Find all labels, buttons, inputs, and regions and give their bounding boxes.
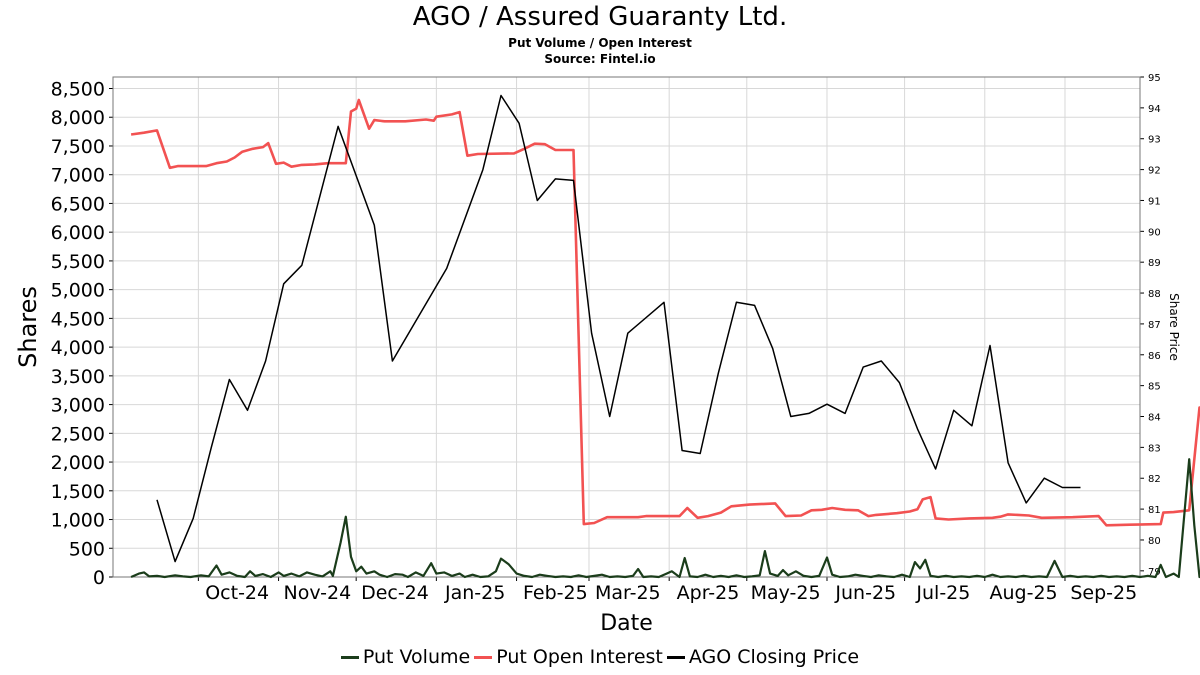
y2-tick-label: 85: [1148, 382, 1161, 393]
x-tick-label: Oct-24: [205, 582, 269, 604]
x-tick-label: Jan-25: [444, 582, 505, 604]
y2-tick-label: 91: [1148, 196, 1161, 207]
legend-item-put-volume[interactable]: Put Volume: [340, 646, 471, 668]
y2-tick-label: 81: [1148, 505, 1161, 516]
y-tick-label: 0: [93, 567, 105, 589]
y2-tick-label: 80: [1148, 536, 1161, 547]
y-tick-label: 7,000: [51, 165, 105, 187]
series-put-volume: [130, 458, 1200, 579]
y-axis-label: Shares: [14, 286, 42, 368]
y-tick-label: 3,500: [51, 366, 105, 388]
legend-item-put-open-interest[interactable]: Put Open Interest: [474, 646, 663, 668]
x-tick-label: Feb-25: [523, 582, 588, 604]
y-tick-label: 6,000: [51, 222, 105, 244]
series-closing-price: [156, 94, 1081, 563]
y2-tick-label: 93: [1148, 135, 1161, 146]
legend-label-put-open-interest: Put Open Interest: [496, 646, 663, 668]
x-tick-label: Sep-25: [1070, 582, 1137, 604]
y2-tick-label: 84: [1148, 413, 1161, 424]
y-tick-label: 1,000: [51, 510, 105, 532]
y2-tick-label: 86: [1148, 351, 1161, 362]
x-tick-label: Jul-25: [915, 582, 970, 604]
chart-title: AGO / Assured Guaranty Ltd.: [412, 2, 788, 32]
chart-legend: Put Volume Put Open Interest AGO Closing…: [0, 646, 1200, 668]
y2-tick-label: 90: [1148, 227, 1161, 238]
legend-item-closing-price[interactable]: AGO Closing Price: [666, 646, 860, 668]
y-tick-label: 500: [69, 538, 105, 560]
y-tick-label: 3,000: [51, 395, 105, 417]
legend-swatch-put-volume: [340, 655, 359, 659]
y-tick-label: 7,500: [51, 136, 105, 158]
chart-source: Source: Fintel.io: [544, 52, 656, 66]
y2-tick-label: 87: [1148, 320, 1161, 331]
y2-tick-label: 79: [1148, 567, 1161, 578]
chart-subtitle: Put Volume / Open Interest: [508, 36, 692, 50]
x-tick-label: Mar-25: [595, 582, 661, 604]
y-tick-label: 8,500: [51, 78, 105, 100]
y-tick-label: 5,000: [51, 280, 105, 302]
y-tick-label: 6,500: [51, 193, 105, 215]
y2-tick-label: 82: [1148, 474, 1161, 485]
y-tick-label: 4,000: [51, 337, 105, 359]
y-tick-label: 4,500: [51, 308, 105, 330]
y-tick-label: 2,500: [51, 423, 105, 445]
legend-swatch-closing-price: [666, 655, 685, 659]
legend-swatch-put-open-interest: [474, 655, 493, 659]
x-tick-label: Aug-25: [990, 582, 1058, 604]
legend-label-closing-price: AGO Closing Price: [688, 646, 860, 668]
x-axis-label: Date: [600, 611, 653, 636]
y2-axis-label: Share Price: [1167, 293, 1181, 361]
x-tick-label: Jun-25: [834, 582, 896, 604]
y-tick-label: 2,000: [51, 452, 105, 474]
legend-label-put-volume: Put Volume: [362, 646, 471, 668]
series-put-open-interest: [130, 98, 1200, 527]
y2-tick-label: 89: [1148, 258, 1161, 269]
y-tick-label: 1,500: [51, 481, 105, 503]
x-tick-label: Nov-24: [284, 582, 352, 604]
y2-tick-label: 88: [1148, 289, 1161, 300]
y2-tick-label: 92: [1148, 166, 1161, 177]
y2-tick-label: 83: [1148, 443, 1161, 454]
y2-tick-label: 94: [1148, 104, 1161, 115]
y-tick-label: 5,500: [51, 251, 105, 273]
y2-tick-label: 95: [1148, 73, 1161, 84]
x-tick-label: May-25: [751, 582, 821, 604]
x-tick-label: Dec-24: [361, 582, 429, 604]
x-tick-label: Apr-25: [677, 582, 740, 604]
y-tick-label: 8,000: [51, 107, 105, 129]
plot-area: [113, 77, 1140, 577]
